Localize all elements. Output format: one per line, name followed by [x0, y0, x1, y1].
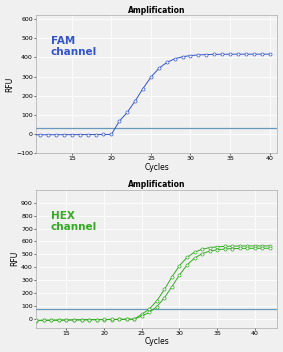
Title: Amplification: Amplification — [128, 180, 186, 189]
Y-axis label: RFU: RFU — [11, 251, 20, 266]
Title: Amplification: Amplification — [128, 6, 186, 14]
X-axis label: Cycles: Cycles — [145, 163, 169, 172]
X-axis label: Cycles: Cycles — [145, 338, 169, 346]
Text: FAM
channel: FAM channel — [51, 36, 97, 57]
Y-axis label: RFU: RFU — [6, 76, 14, 92]
Text: HEX
channel: HEX channel — [51, 210, 97, 232]
